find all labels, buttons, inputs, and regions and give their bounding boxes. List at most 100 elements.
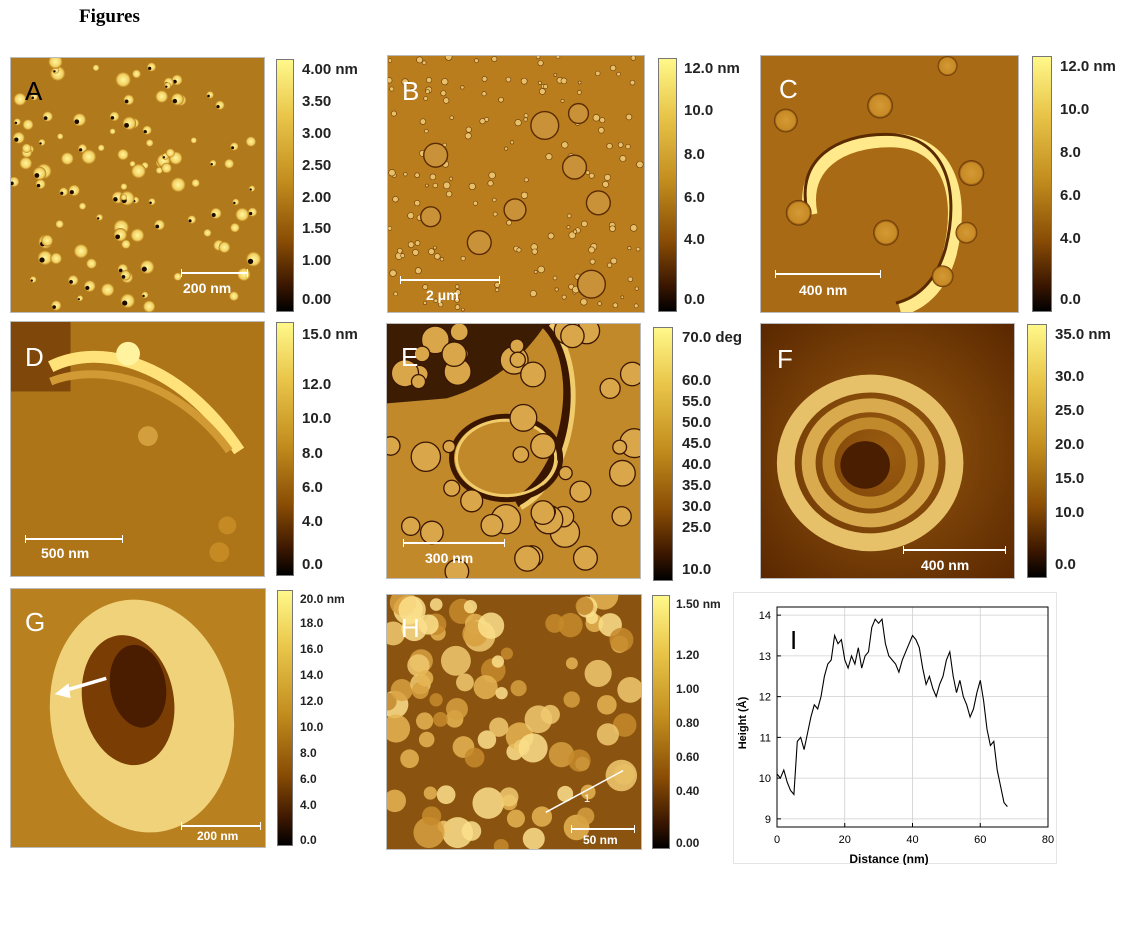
colorbar-d-tick: 0.0 <box>302 556 323 573</box>
colorbar-b-tick: 12.0 nm <box>684 60 740 77</box>
scale-bar-h <box>571 825 635 833</box>
line-profile-label: 1 <box>584 793 591 805</box>
afm-panel-f: F 400 nm <box>760 323 1015 579</box>
colorbar-c <box>1032 56 1052 312</box>
afm-panel-b: B 2 μm <box>387 55 645 313</box>
scale-bar-a <box>181 269 248 277</box>
colorbar-d-tick: 15.0 nm <box>302 326 358 343</box>
afm-panel-h: H 1 50 nm <box>386 594 642 850</box>
scale-text-b: 2 μm <box>426 287 459 303</box>
scale-bar-c <box>775 270 881 278</box>
panel-label-g: G <box>25 607 46 637</box>
x-tick-label: 20 <box>839 834 851 846</box>
colorbar-f-tick: 10.0 <box>1055 504 1085 521</box>
scale-text-f: 400 nm <box>921 557 970 573</box>
panel-label-h: H <box>401 613 420 643</box>
colorbar-b-tick: 10.0 <box>684 102 714 119</box>
colorbar-g <box>277 590 293 846</box>
scale-text-e: 300 nm <box>425 550 474 566</box>
colorbar-b-tick: 6.0 <box>684 189 705 206</box>
x-axis-label: Distance (nm) <box>849 852 928 865</box>
colorbar-d-tick: 10.0 <box>302 410 332 427</box>
afm-image-d <box>11 322 264 576</box>
scale-text-a: 200 nm <box>183 280 232 296</box>
scale-bar-e <box>403 539 505 547</box>
colorbar-e-tick: 10.0 <box>682 561 712 578</box>
colorbar-d-tick: 6.0 <box>302 479 323 496</box>
colorbar-g-tick: 4.0 <box>300 798 317 812</box>
y-axis-label: Height (Å) <box>736 696 749 749</box>
x-tick-label: 0 <box>774 834 780 846</box>
colorbar-e <box>653 327 673 581</box>
panel-label-f: F <box>777 344 793 374</box>
colorbar-e-tick: 30.0 <box>682 498 712 515</box>
panel-label-d: D <box>25 342 44 372</box>
colorbar-h-tick: 0.40 <box>676 784 700 798</box>
colorbar-e-tick: 70.0 deg <box>682 329 743 346</box>
colorbar-d-tick: 4.0 <box>302 513 323 530</box>
colorbar-f-tick: 25.0 <box>1055 402 1085 419</box>
colorbar-g-tick: 20.0 nm <box>300 592 345 606</box>
colorbar-a-tick: 1.00 <box>302 252 332 269</box>
colorbar-c-tick: 0.0 <box>1060 291 1081 308</box>
scale-bar-d <box>25 535 123 543</box>
y-tick-label: 10 <box>759 773 771 785</box>
colorbar-a-tick: 1.50 <box>302 220 332 237</box>
colorbar-f-tick: 0.0 <box>1055 556 1076 573</box>
scale-bar-g <box>181 822 261 830</box>
afm-panel-d: D 500 nm <box>10 321 265 577</box>
colorbar-g-tick: 18.0 <box>300 616 324 630</box>
afm-image-h <box>387 595 641 849</box>
colorbar-g-tick: 0.0 <box>300 833 317 847</box>
colorbar-e-tick: 60.0 <box>682 372 712 389</box>
colorbar-d <box>276 322 294 576</box>
scale-text-h: 50 nm <box>583 833 618 847</box>
colorbar-c-tick: 12.0 nm <box>1060 58 1116 75</box>
afm-image-c <box>761 56 1018 312</box>
x-tick-label: 40 <box>906 834 918 846</box>
colorbar-b-tick: 4.0 <box>684 231 705 248</box>
colorbar-e-tick: 55.0 <box>682 393 712 410</box>
height-profile-line <box>776 617 1008 807</box>
colorbar-e-tick: 40.0 <box>682 456 712 473</box>
colorbar-f <box>1027 324 1047 578</box>
colorbar-f-tick: 30.0 <box>1055 368 1085 385</box>
afm-image-e <box>387 324 640 578</box>
colorbar-h <box>652 595 670 849</box>
colorbar-e-tick: 45.0 <box>682 435 712 452</box>
colorbar-a-tick: 2.00 <box>302 189 332 206</box>
x-tick-label: 80 <box>1042 834 1054 846</box>
y-tick-label: 12 <box>759 692 771 704</box>
colorbar-e-tick: 50.0 <box>682 414 712 431</box>
colorbar-f-tick: 35.0 nm <box>1055 326 1111 343</box>
colorbar-g-tick: 6.0 <box>300 772 317 786</box>
panel-label-b: B <box>402 76 420 106</box>
afm-panel-a: A 200 nm <box>10 57 265 313</box>
colorbar-h-tick: 1.00 <box>676 682 700 696</box>
colorbar-h-tick: 0.60 <box>676 750 700 764</box>
afm-image-f <box>761 324 1014 578</box>
colorbar-g-tick: 14.0 <box>300 668 324 682</box>
scale-bar-f <box>903 546 1006 554</box>
colorbar-g-tick: 8.0 <box>300 746 317 760</box>
scale-bar-b <box>400 276 500 284</box>
y-tick-label: 9 <box>765 814 771 826</box>
afm-panel-g: G 200 nm <box>10 588 266 848</box>
scale-text-c: 400 nm <box>799 282 848 298</box>
colorbar-d-tick: 8.0 <box>302 445 323 462</box>
colorbar-a-tick: 4.00 nm <box>302 61 358 78</box>
afm-image-g <box>11 589 265 847</box>
colorbar-c-tick: 6.0 <box>1060 187 1081 204</box>
colorbar-b-tick: 0.0 <box>684 291 705 308</box>
colorbar-e-tick: 25.0 <box>682 519 712 536</box>
afm-image-b <box>388 56 644 312</box>
colorbar-e-tick: 35.0 <box>682 477 712 494</box>
y-tick-label: 14 <box>759 610 771 622</box>
colorbar-h-tick: 0.00 <box>676 836 700 850</box>
scale-text-d: 500 nm <box>41 545 90 561</box>
colorbar-a-tick: 3.50 <box>302 93 332 110</box>
afm-image-a <box>11 58 264 312</box>
colorbar-a-tick: 2.50 <box>302 157 332 174</box>
colorbar-a-tick: 3.00 <box>302 125 332 142</box>
x-tick-label: 60 <box>974 834 986 846</box>
